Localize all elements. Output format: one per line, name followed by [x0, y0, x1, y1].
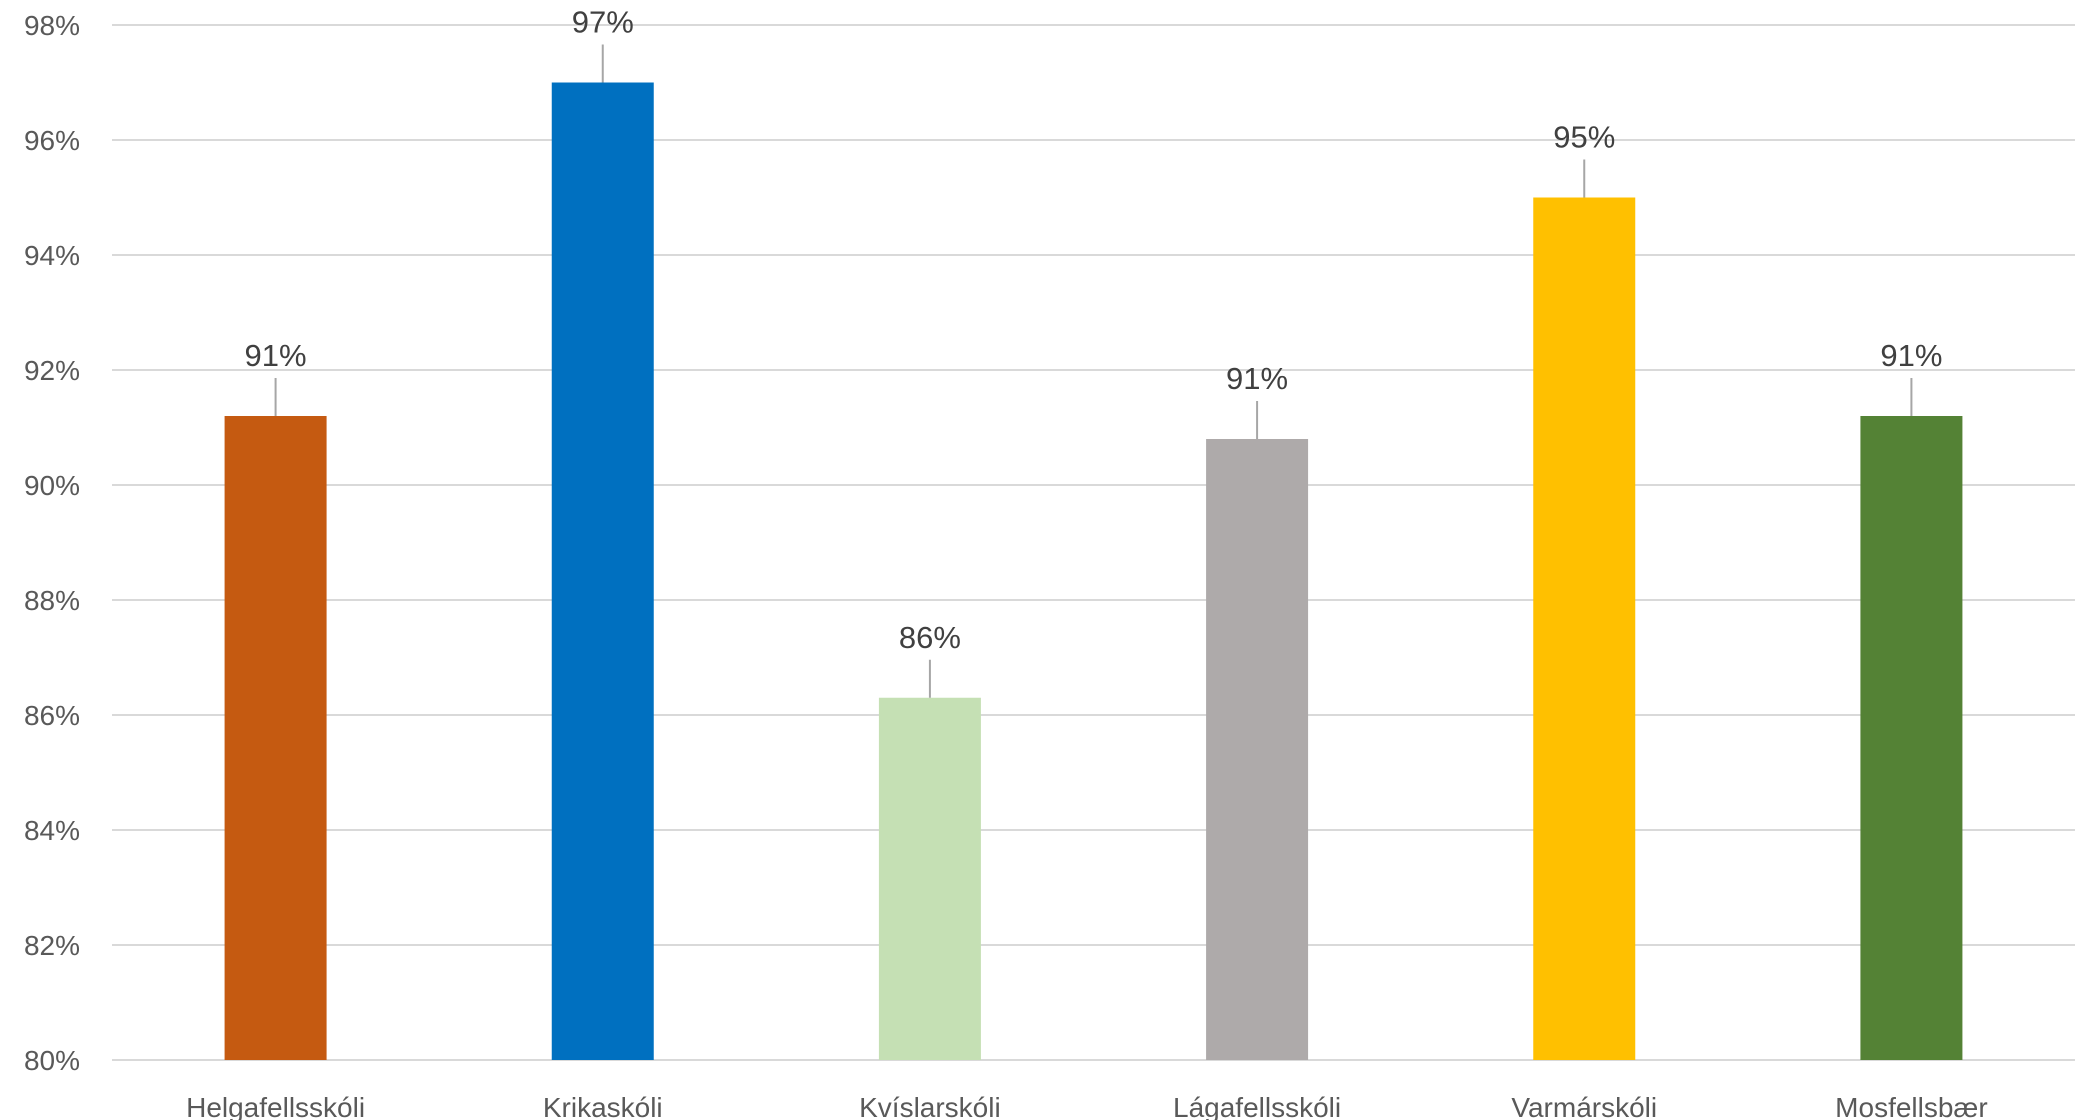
x-tick-label: Lágafellsskóli [1173, 1092, 1341, 1120]
data-label: 91% [1880, 338, 1942, 373]
y-tick-label: 90% [24, 470, 80, 501]
x-tick-label: Helgafellsskóli [186, 1092, 365, 1120]
y-tick-label: 80% [24, 1045, 80, 1076]
data-label: 86% [899, 620, 961, 655]
x-tick-label: Varmárskóli [1511, 1092, 1657, 1120]
bar [1533, 197, 1636, 1060]
bars [224, 82, 1963, 1060]
x-tick-label: Kvíslarskóli [859, 1092, 1001, 1120]
data-label: 91% [1226, 361, 1288, 396]
y-tick-label: 82% [24, 930, 80, 961]
gridlines [112, 24, 2075, 1061]
data-label-leader-lines [274, 44, 1913, 698]
data-labels: 91% 97% 86% 91% 95% 91% [245, 5, 1943, 655]
y-tick-label: 84% [24, 815, 80, 846]
y-axis-tick-labels: 80% 82% 84% 86% 88% 90% 92% 94% 96% 98% [24, 10, 80, 1076]
bar [1860, 416, 1963, 1060]
x-tick-label: Krikaskóli [543, 1092, 663, 1120]
bar [224, 416, 327, 1060]
bar [878, 697, 981, 1060]
data-label: 97% [572, 5, 634, 40]
y-tick-label: 92% [24, 355, 80, 386]
y-tick-label: 96% [24, 125, 80, 156]
data-label: 95% [1553, 120, 1615, 155]
x-axis-tick-labels: Helgafellsskóli Krikaskóli Kvíslarskóli Lág… [186, 1092, 1988, 1120]
y-tick-label: 98% [24, 10, 80, 41]
y-tick-label: 94% [24, 240, 80, 271]
y-tick-label: 86% [24, 700, 80, 731]
bar [1206, 439, 1309, 1060]
data-label: 91% [245, 338, 307, 373]
bar [551, 82, 654, 1060]
y-tick-label: 88% [24, 585, 80, 616]
x-tick-label: Mosfellsbær [1835, 1092, 1987, 1120]
